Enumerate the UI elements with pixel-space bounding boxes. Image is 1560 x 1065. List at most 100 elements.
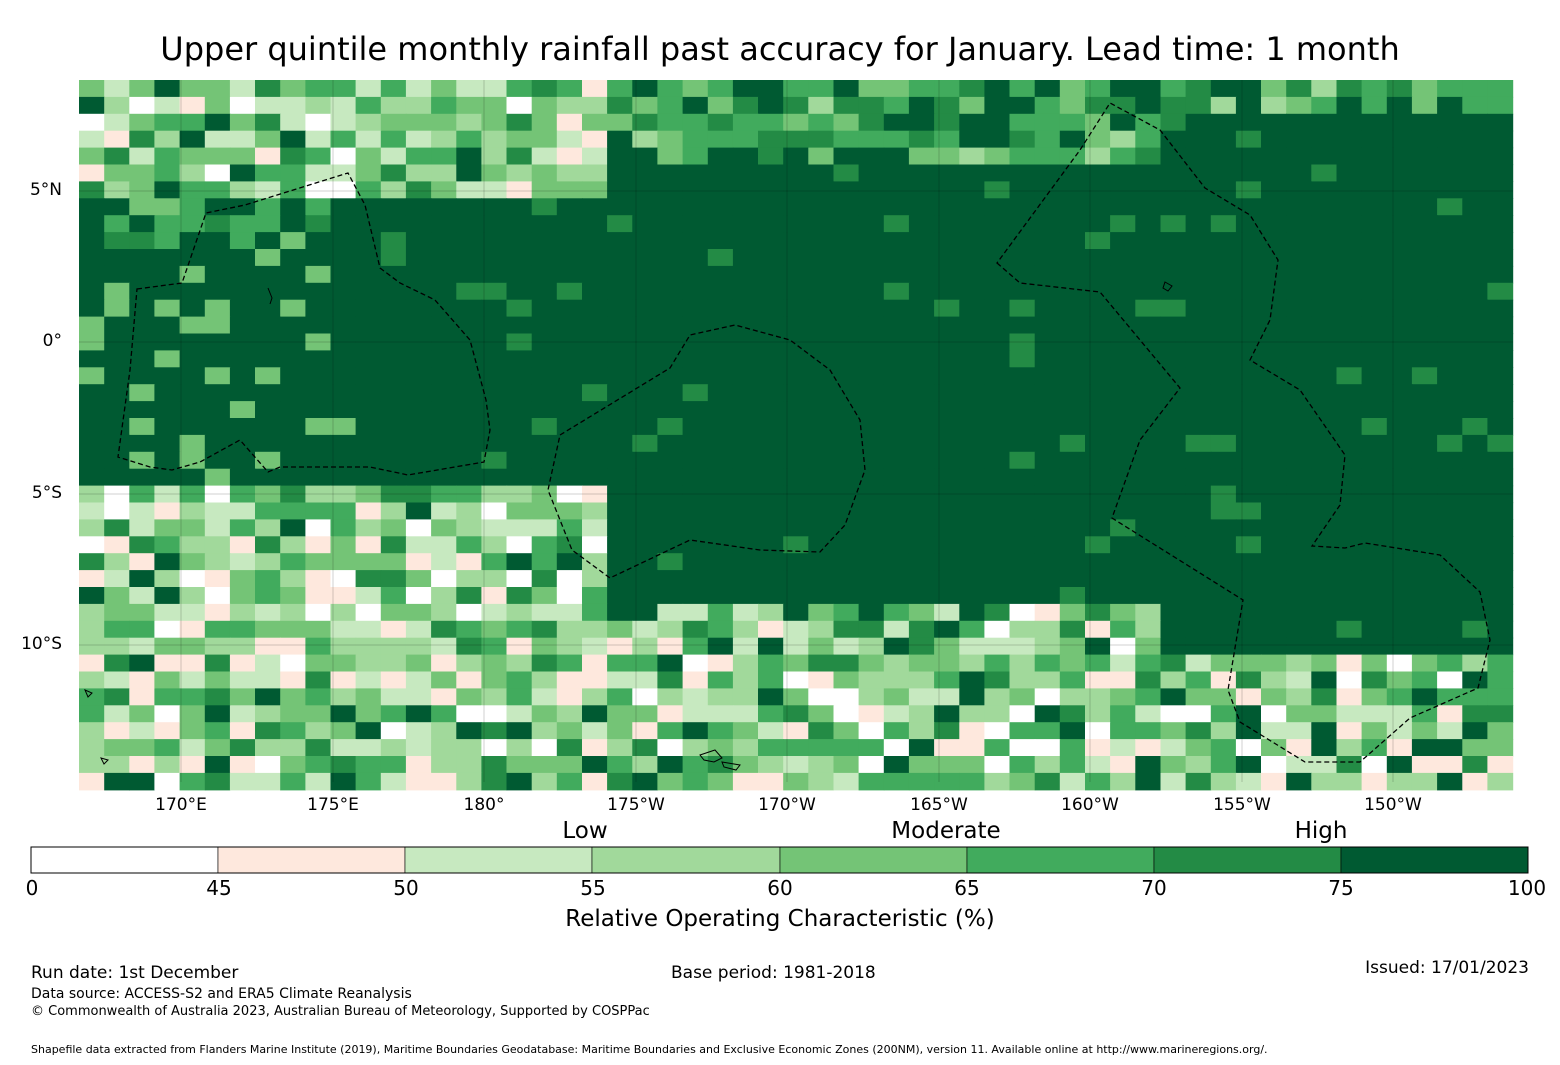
map-cell [1210, 181, 1237, 199]
map-cell [959, 671, 986, 689]
map-cell [305, 502, 332, 520]
map-cell [405, 485, 432, 504]
map-cell [959, 282, 986, 301]
map-cell [280, 130, 306, 149]
map-cell [984, 772, 1011, 791]
map-cell [758, 130, 784, 149]
map-cell [607, 350, 633, 368]
map-cell [908, 434, 935, 453]
map-cell [1059, 384, 1086, 402]
map-cell [1311, 147, 1338, 166]
map-cell [1411, 519, 1438, 537]
map-cell [1411, 705, 1438, 723]
map-cell [1261, 570, 1287, 588]
map-cell [1386, 350, 1413, 368]
map-cell [1009, 688, 1036, 706]
map-cell [1386, 688, 1413, 706]
map-cell [682, 265, 709, 284]
map-cell [305, 468, 332, 487]
map-cell [531, 350, 558, 368]
map-cell [556, 620, 583, 639]
map-cell [104, 316, 130, 335]
map-cell [682, 603, 709, 622]
map-cell [1135, 756, 1162, 774]
map-cell [531, 434, 558, 453]
map-cell [481, 384, 508, 402]
map-cell [280, 80, 306, 98]
map-cell [355, 451, 382, 470]
map-cell [79, 468, 105, 487]
map-cell [908, 96, 935, 115]
map-cell [959, 536, 986, 554]
map-cell [305, 756, 332, 774]
map-cell [1160, 536, 1187, 554]
map-cell [1487, 637, 1514, 656]
map-cell [481, 401, 508, 419]
map-cell [1437, 637, 1463, 656]
map-cell [758, 434, 784, 453]
map-cell [355, 739, 382, 757]
map-cell [1185, 620, 1212, 639]
map-cell [229, 688, 256, 706]
map-cell [1034, 570, 1061, 588]
map-cell [255, 232, 281, 250]
map-cell [682, 147, 709, 166]
map-cell [582, 232, 608, 250]
map-cell [1185, 502, 1212, 520]
map-cell [104, 739, 130, 757]
map-cell [531, 181, 558, 199]
map-cell [1336, 265, 1363, 284]
colorbar-tick-0: 0 [25, 876, 39, 900]
map-cell [1261, 299, 1287, 318]
map-cell [255, 215, 281, 233]
map-cell [858, 80, 885, 98]
map-cell [758, 350, 784, 368]
map-cell [1185, 232, 1212, 250]
map-cell [330, 772, 357, 791]
map-cell [1034, 181, 1061, 199]
map-cell [506, 130, 533, 149]
map-cell [1009, 553, 1036, 571]
map-cell [330, 215, 357, 233]
map-cell [154, 553, 181, 571]
map-cell [1261, 705, 1287, 723]
map-cell [908, 671, 935, 689]
map-cell [255, 434, 281, 453]
map-cell [179, 570, 206, 588]
map-cell [431, 671, 457, 689]
map-cell [1336, 282, 1363, 301]
map-cell [1210, 570, 1237, 588]
map-cell [858, 130, 885, 149]
map-cell [1286, 570, 1312, 588]
map-cell [506, 587, 533, 605]
map-cell [934, 181, 960, 199]
map-cell [204, 553, 231, 571]
map-cell [1361, 570, 1388, 588]
map-cell [657, 772, 684, 791]
map-cell [582, 198, 608, 216]
map-cell [1059, 232, 1086, 250]
map-cell [1361, 113, 1388, 132]
map-cell [1059, 401, 1086, 419]
map-cell [1034, 164, 1061, 182]
map-cell [632, 722, 659, 740]
map-cell [657, 80, 684, 98]
map-cell [1210, 164, 1237, 182]
map-cell [1361, 553, 1388, 571]
map-cell [1411, 282, 1438, 301]
map-cell [1487, 587, 1514, 605]
map-cell [607, 468, 633, 487]
map-cell [582, 502, 608, 520]
map-cell [1361, 688, 1388, 706]
map-cell [330, 502, 357, 520]
map-cell [1462, 181, 1489, 199]
map-cell [179, 722, 206, 740]
map-cell [833, 587, 860, 605]
island-tutuila-west [100, 757, 109, 765]
map-cell [556, 772, 583, 791]
map-cell [1160, 333, 1187, 351]
map-cell [104, 80, 130, 98]
map-cell [1311, 451, 1338, 470]
lon-label-175w: 175°W [607, 795, 665, 815]
map-cell [657, 654, 684, 673]
